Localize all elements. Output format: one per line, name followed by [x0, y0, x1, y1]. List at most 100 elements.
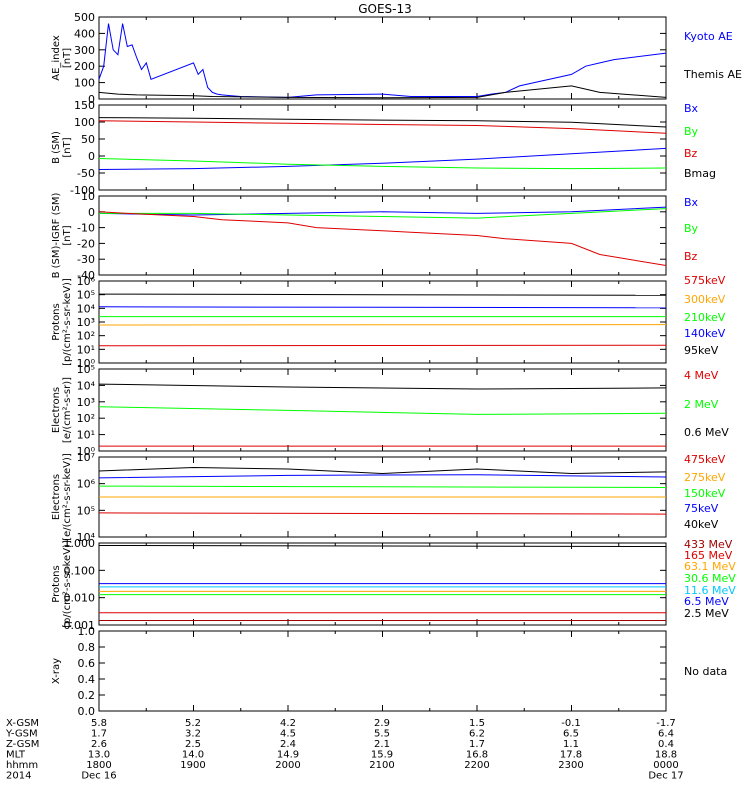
series-line: [98, 545, 667, 547]
time-axis-value: 2.5: [185, 739, 201, 750]
time-axis-value: 5.8: [91, 718, 107, 729]
y-tick-label: 0.001: [64, 619, 96, 632]
time-axis-value: 1.1: [563, 739, 579, 750]
series-line: [98, 466, 667, 475]
time-axis-value: 14.9: [277, 750, 299, 761]
legend-entry: By: [684, 222, 699, 235]
legend-entry: 433 MeV: [684, 538, 733, 551]
panel-2: -40 -30 -20 -10 0 10 B (SM)-IGRF (SM)[nT] Bx By B…: [51, 190, 699, 282]
y-tick-label: -10: [77, 222, 95, 235]
series-line: [98, 474, 667, 479]
y-axis-label: Electrons[e/(cm²-s-sr-keV)]: [51, 453, 73, 541]
series-line: [98, 512, 667, 515]
legend-entry: 140keV: [684, 327, 726, 340]
y-axis-label: AE_index[nT]: [51, 35, 73, 81]
panel-5: 10⁴ 10⁵ 10⁶ 10⁷ Electrons[e/(cm²-s-sr-keV)] 4…: [51, 451, 726, 544]
series-line: [98, 158, 667, 170]
series-line: [98, 211, 667, 266]
time-axis-value: 1.7: [469, 739, 485, 750]
series-line: [98, 23, 667, 98]
time-axis-value: 5.2: [185, 718, 201, 729]
y-axis-label-line: [e/(cm²-s-sr-keV)]: [62, 453, 73, 541]
y-tick-label: 10⁴: [77, 302, 96, 315]
time-axis-value: 4.2: [280, 718, 296, 729]
y-tick-label: 10¹: [77, 429, 95, 442]
y-tick-label: 200: [74, 60, 95, 73]
time-axis-value: 1800: [86, 760, 111, 771]
time-axis-value: 2.9: [374, 718, 390, 729]
time-axis-value: 0.4: [658, 739, 674, 750]
legend-entry: 40keV: [684, 518, 719, 531]
time-axis-value: 1900: [180, 760, 205, 771]
panel-4: 10⁰ 10¹ 10² 10³ 10⁴ 10⁵ Electrons[e/(cm²-s-sr)…: [51, 363, 729, 458]
y-tick-label: 400: [74, 27, 95, 40]
legend-entry: 75keV: [684, 502, 719, 515]
y-tick-label: 0: [88, 206, 95, 219]
time-axis-value: 2300: [558, 760, 583, 771]
y-tick-label: 10: [81, 190, 95, 203]
time-axis-value: 2.1: [374, 739, 390, 750]
y-tick-label: 10⁴: [77, 379, 96, 392]
y-tick-label: 300: [74, 44, 95, 57]
time-axis-value: 6.5: [563, 729, 579, 740]
y-tick-label: -20: [77, 237, 95, 250]
y-axis-label-line: Electrons: [51, 387, 62, 433]
y-axis-label-line: [nT]: [62, 225, 73, 245]
time-axis-value: 1.7: [91, 729, 107, 740]
y-axis-label: Protons[p/(cm²-s-sr-keV)]: [51, 540, 73, 628]
legend-entry: 275keV: [684, 471, 726, 484]
y-tick-label: 10⁴: [77, 531, 96, 544]
time-axis-value: 17.8: [560, 750, 582, 761]
time-axis-row-label: MLT: [6, 750, 26, 761]
legend-entry: 4 MeV: [684, 369, 719, 382]
time-axis-value: 18.8: [655, 750, 677, 761]
y-tick-label: 50: [81, 133, 95, 146]
time-axis-row-label: Y-GSM: [5, 729, 38, 740]
time-axis-row-label: hhmm: [6, 760, 38, 771]
y-axis-label-line: Electrons: [51, 474, 62, 520]
time-axis-value: Dec 17: [648, 771, 683, 782]
legend-entry: 6.5 MeV: [684, 595, 729, 608]
time-axis-value: 6.2: [469, 729, 485, 740]
y-tick-label: 10⁵: [77, 363, 95, 376]
series-line: [98, 147, 667, 170]
y-tick-label: 10⁶: [77, 275, 96, 288]
legend-entry: Bmag: [684, 167, 716, 180]
panel-1: -100 -50 0 50 100 150 B (SM)[nT] Bx By Bz Bmag: [51, 99, 716, 197]
panel-frame: [98, 280, 667, 364]
legend-entry: 30.6 MeV: [684, 572, 736, 585]
y-tick-label: 0: [88, 93, 95, 106]
y-tick-label: 10⁵: [77, 504, 95, 517]
time-axis-value: 2000: [275, 760, 300, 771]
legend-entry: Bx: [684, 196, 699, 209]
legend-entry: Bz: [684, 250, 698, 263]
series-line: [98, 344, 667, 347]
y-axis-label-line: B (SM)-IGRF (SM): [51, 193, 62, 279]
legend-entry: 575keV: [684, 274, 726, 287]
series-line: [99, 208, 667, 219]
time-axis-value: 4.5: [280, 729, 296, 740]
y-axis-label-line: [nT]: [62, 137, 73, 157]
y-axis-label-line: [p/(cm²-s-sr-keV)]: [62, 278, 73, 366]
series-line: [98, 306, 667, 309]
legend-entry: 0.6 MeV: [684, 426, 729, 439]
y-tick-label: 0.100: [64, 564, 96, 577]
y-axis-label: B (SM)-IGRF (SM)[nT]: [51, 193, 73, 279]
series-line: [98, 117, 667, 128]
y-tick-label: 10²: [77, 412, 95, 425]
time-axis-value: 2.4: [280, 739, 296, 750]
panel-frame: [98, 16, 667, 100]
y-axis-label: Electrons[e/(cm²-s-sr)]: [51, 377, 73, 443]
legend-entry: 150keV: [684, 487, 726, 500]
y-axis-label-line: X-ray: [51, 658, 62, 684]
y-tick-label: 0.0: [78, 705, 96, 718]
time-axis-value: 2200: [464, 760, 489, 771]
y-tick-label: 10³: [77, 316, 95, 329]
y-tick-label: 0.2: [78, 689, 96, 702]
time-axis-value: -0.1: [561, 718, 581, 729]
y-axis-label-line: [nT]: [62, 48, 73, 68]
y-tick-label: 100: [74, 77, 95, 90]
y-tick-label: 500: [74, 11, 95, 24]
